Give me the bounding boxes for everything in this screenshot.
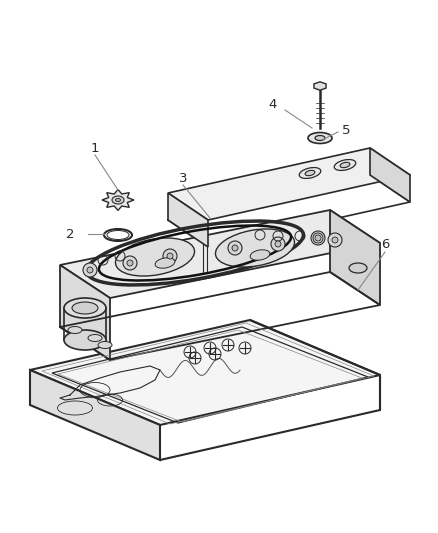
- Polygon shape: [30, 320, 380, 425]
- Polygon shape: [370, 148, 410, 202]
- Text: 6: 6: [381, 238, 389, 252]
- Circle shape: [232, 245, 238, 251]
- Ellipse shape: [98, 342, 112, 349]
- Ellipse shape: [116, 198, 120, 201]
- Ellipse shape: [68, 327, 82, 334]
- Polygon shape: [314, 82, 326, 90]
- Ellipse shape: [112, 196, 124, 204]
- Circle shape: [275, 241, 281, 247]
- Text: 3: 3: [179, 172, 187, 184]
- Circle shape: [328, 233, 342, 247]
- Polygon shape: [102, 190, 134, 211]
- Ellipse shape: [64, 330, 106, 350]
- Circle shape: [127, 260, 133, 266]
- Polygon shape: [60, 265, 110, 360]
- Text: 4: 4: [269, 99, 277, 111]
- Ellipse shape: [250, 250, 270, 260]
- Ellipse shape: [334, 159, 356, 171]
- Ellipse shape: [305, 171, 315, 176]
- Polygon shape: [60, 210, 380, 298]
- Ellipse shape: [72, 302, 98, 314]
- Polygon shape: [30, 370, 160, 460]
- Circle shape: [167, 253, 173, 259]
- Ellipse shape: [88, 335, 102, 342]
- Ellipse shape: [308, 133, 332, 143]
- Circle shape: [315, 235, 321, 241]
- Text: 5: 5: [342, 124, 350, 136]
- Text: 1: 1: [91, 141, 99, 155]
- Circle shape: [271, 237, 285, 251]
- Circle shape: [83, 263, 97, 277]
- Polygon shape: [330, 210, 380, 305]
- Polygon shape: [168, 148, 410, 220]
- Circle shape: [87, 267, 93, 273]
- Ellipse shape: [349, 263, 367, 273]
- Text: 2: 2: [66, 228, 74, 240]
- Ellipse shape: [299, 167, 321, 179]
- Ellipse shape: [215, 229, 294, 267]
- Circle shape: [311, 231, 325, 245]
- Polygon shape: [168, 193, 208, 247]
- Ellipse shape: [155, 258, 175, 268]
- Circle shape: [228, 241, 242, 255]
- Circle shape: [332, 237, 338, 243]
- Ellipse shape: [116, 238, 194, 276]
- Ellipse shape: [64, 298, 106, 318]
- Circle shape: [163, 249, 177, 263]
- Ellipse shape: [340, 163, 350, 168]
- Ellipse shape: [315, 135, 325, 141]
- Circle shape: [123, 256, 137, 270]
